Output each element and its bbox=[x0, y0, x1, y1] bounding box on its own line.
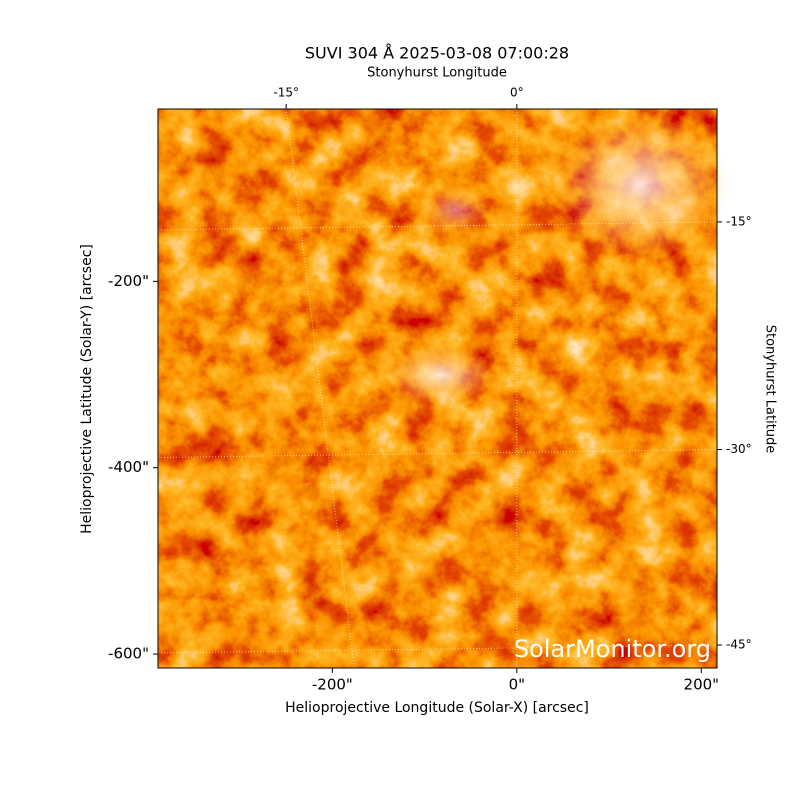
y-tick-label: -400" bbox=[108, 458, 149, 476]
x-tick-label: -200" bbox=[312, 676, 353, 694]
x-axis-label: Helioprojective Longitude (Solar-X) [arc… bbox=[285, 700, 589, 716]
x-tick-label: 200" bbox=[684, 676, 720, 694]
active-region bbox=[550, 110, 730, 260]
grid-line bbox=[285, 108, 355, 669]
y-axis-label: Helioprojective Latitude (Solar-Y) [arcs… bbox=[79, 244, 95, 534]
grid-line bbox=[157, 644, 718, 654]
watermark: SolarMonitor.org bbox=[514, 635, 711, 663]
y-tick-label: -200" bbox=[108, 272, 149, 290]
x-tick-label: 0" bbox=[509, 676, 525, 694]
right-axis-label: Stonyhurst Latitude bbox=[763, 325, 778, 454]
grid-line bbox=[157, 449, 718, 458]
axes-frame bbox=[157, 108, 718, 669]
chart-title: SUVI 304 Å 2025-03-08 07:00:28 bbox=[305, 44, 569, 63]
active-region bbox=[420, 185, 490, 235]
grid-line bbox=[157, 221, 718, 231]
top-tick-label: -15° bbox=[273, 86, 299, 100]
right-tick-label: -30° bbox=[726, 442, 752, 456]
right-tick-label: -45° bbox=[726, 637, 752, 651]
top-axis-label: Stonyhurst Longitude bbox=[367, 66, 507, 81]
active-region bbox=[385, 345, 495, 405]
top-tick-label: 0° bbox=[510, 86, 524, 100]
right-tick-label: -15° bbox=[726, 214, 752, 228]
y-tick-label: -600" bbox=[108, 645, 149, 663]
